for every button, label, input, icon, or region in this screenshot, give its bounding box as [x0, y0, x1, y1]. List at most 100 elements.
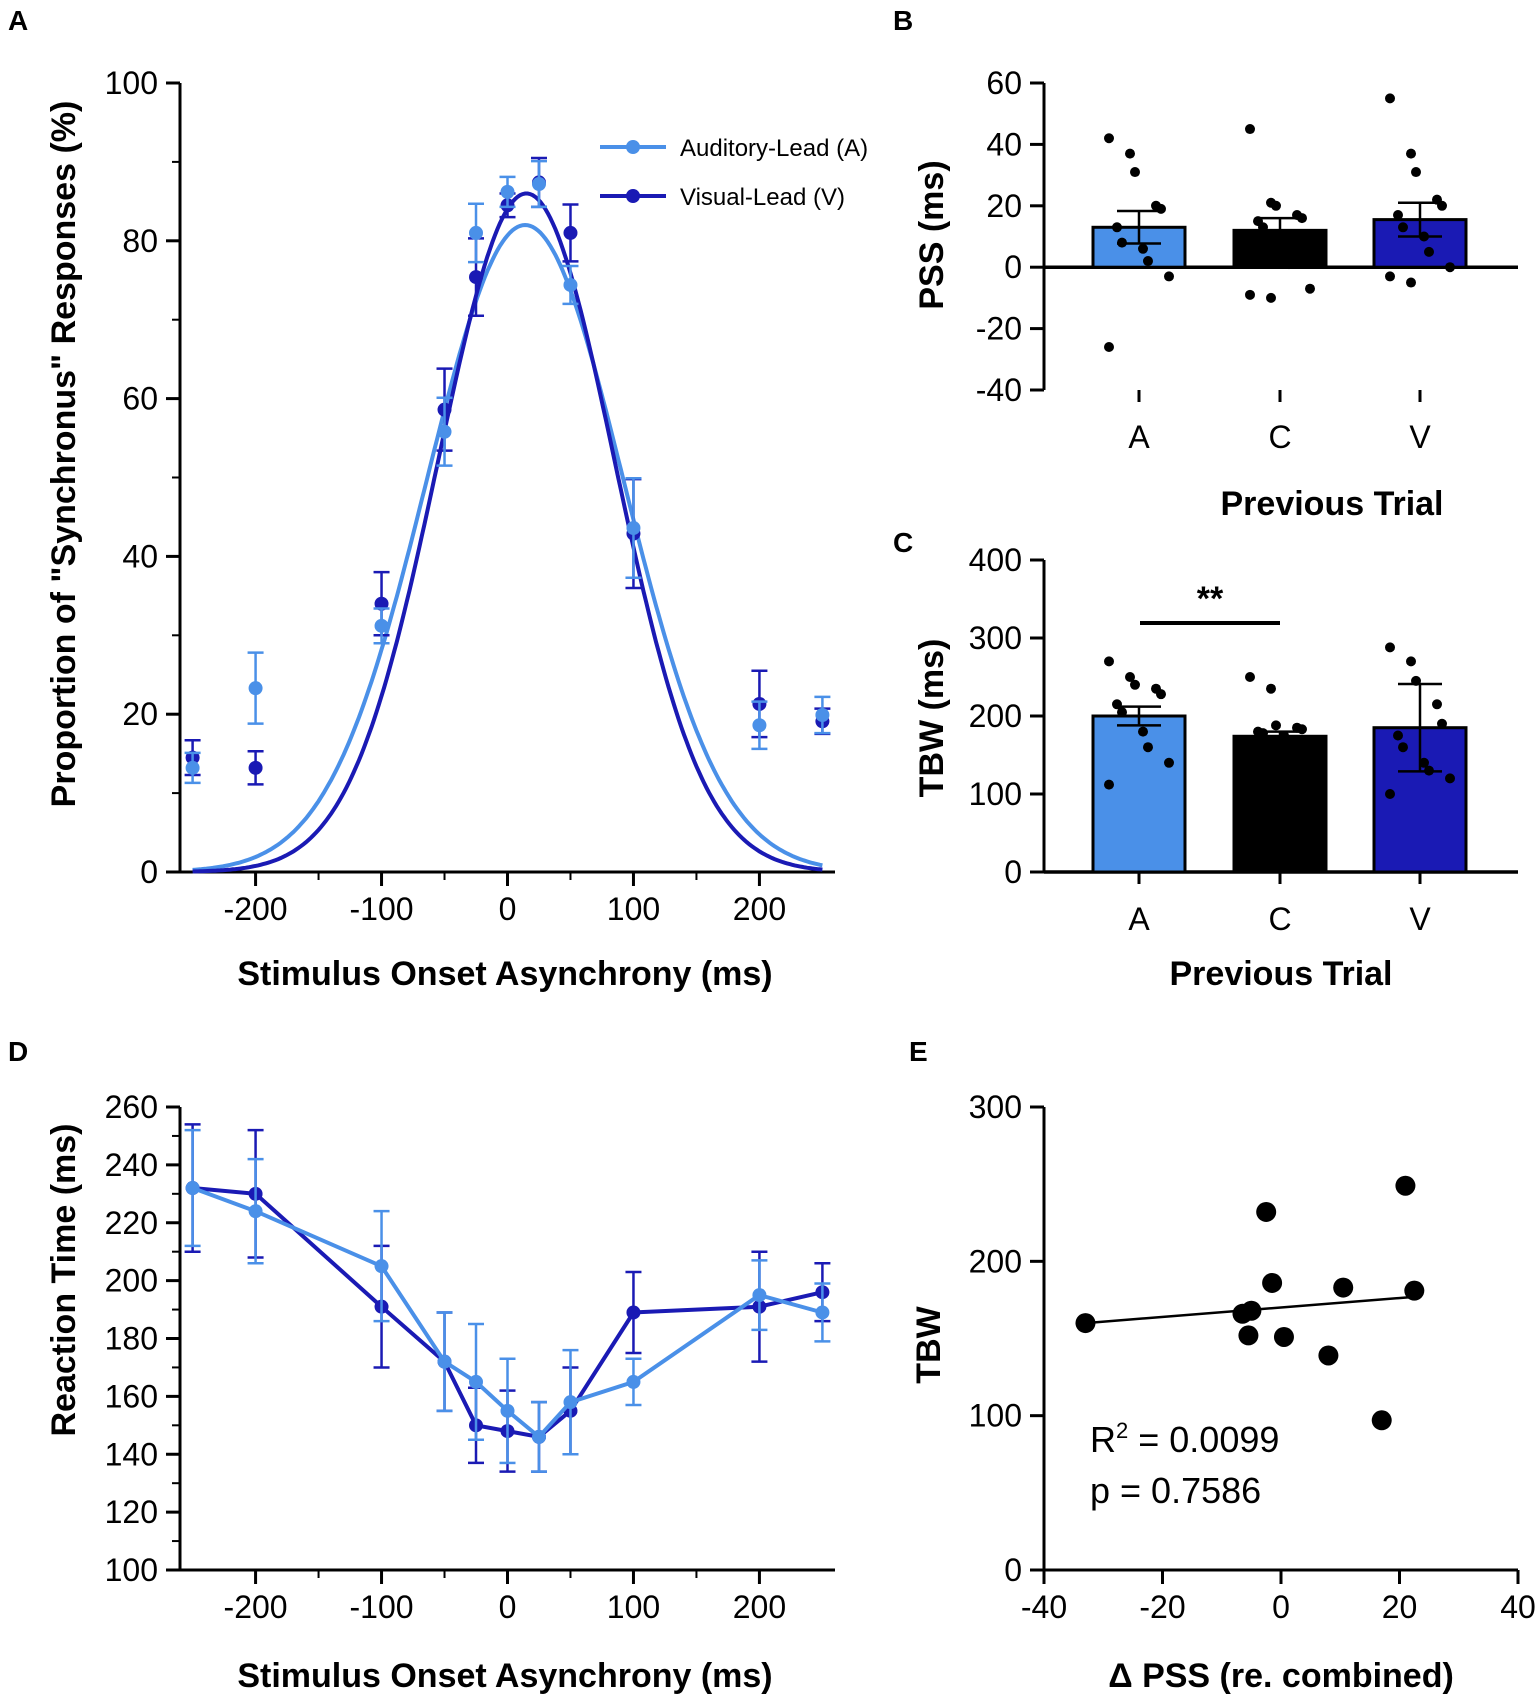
panel-c-participant-dot — [1138, 726, 1148, 737]
panel-b-participant-dot — [1104, 342, 1114, 353]
panel-c-participant-dot — [1393, 730, 1403, 741]
panel-d-y-axis-title: Reaction Time (ms) — [45, 1123, 83, 1436]
panel-d-y-tick-label: 140 — [105, 1436, 158, 1472]
panel-e-y-tick-label: 100 — [969, 1398, 1022, 1434]
panel-c-participant-dot — [1445, 773, 1455, 784]
panel-c-participant-dot — [1385, 789, 1395, 799]
r-squared-superscript: 2 — [1116, 1418, 1128, 1443]
panel-d-y-tick-label: 240 — [105, 1147, 158, 1183]
panel-c-significance-label: ** — [1197, 580, 1224, 618]
panel-b-participant-dot — [1245, 289, 1255, 300]
panel-d-x-tick-label: -100 — [350, 1589, 414, 1625]
panel-b-participant-dot — [1156, 203, 1166, 214]
panel-e-y-tick-label: 0 — [1004, 1552, 1022, 1588]
panel-a-data-point-auditory — [500, 184, 515, 199]
panel-b-participant-dot — [1245, 124, 1255, 135]
panel-b-participant-dot — [1406, 148, 1416, 159]
panel-e-x-tick-label: -20 — [1139, 1589, 1185, 1625]
panel-b-participant-dot — [1385, 93, 1395, 104]
panel-b-participant-dot — [1104, 133, 1114, 144]
panel-d-data-point-auditory — [531, 1429, 546, 1444]
panel-label-d: D — [8, 1036, 28, 1067]
panel-c-y-tick-label: 100 — [969, 776, 1022, 812]
panel-label-a: A — [8, 5, 28, 36]
panel-c-y-tick-label: 400 — [969, 542, 1022, 578]
panel-a-data-point-auditory — [469, 225, 484, 240]
panel-b-participant-dot — [1112, 222, 1122, 233]
panel-c-bar-c — [1232, 734, 1328, 874]
panel-a-data-point-auditory — [531, 176, 546, 191]
panel-b-participant-dot — [1406, 277, 1416, 288]
panel-b-participant-dot — [1130, 167, 1140, 178]
panel-d-data-point-auditory — [626, 1374, 641, 1389]
panel-a-x-tick-label: -100 — [350, 891, 414, 927]
panel-b-participant-dot — [1284, 259, 1294, 270]
panel-c-y-tick-label: 300 — [969, 620, 1022, 656]
panel-d-y-tick-label: 100 — [105, 1552, 158, 1588]
panel-a-fit-curve-visual — [192, 191, 823, 874]
panel-a-x-tick-label: -200 — [224, 891, 288, 927]
panel-a-data-point-auditory — [626, 520, 641, 535]
panel-e-y-tick-label: 200 — [969, 1243, 1022, 1279]
panel-d-data-point-auditory — [752, 1288, 767, 1303]
panel-e-data-point — [1273, 1326, 1294, 1347]
panel-c-participant-dot — [1130, 679, 1140, 690]
panel-b-participant-dot — [1266, 292, 1276, 303]
panel-c-participant-dot — [1398, 742, 1408, 753]
panel-b-participant-dot — [1164, 271, 1174, 282]
panel-b-y-tick-label: 60 — [986, 65, 1022, 101]
panel-e-x-tick-label: 20 — [1382, 1589, 1418, 1625]
panel-a-x-axis-title: Stimulus Onset Asynchrony (ms) — [237, 955, 772, 993]
panel-c-participant-dot — [1279, 730, 1289, 741]
panel-e-x-axis-title: Δ PSS (re. combined) — [1108, 1657, 1454, 1695]
panel-a-data-point-visual — [248, 760, 263, 775]
panel-a-y-tick-label: 100 — [105, 65, 158, 101]
panel-e-x-tick-label: 0 — [1272, 1589, 1290, 1625]
panel-c-participant-dot — [1245, 672, 1255, 682]
panel-d-data-point-auditory — [815, 1305, 830, 1320]
panel-d-data-point-auditory — [469, 1374, 484, 1389]
panel-e-y-tick-label: 300 — [969, 1089, 1022, 1125]
panel-label-e: E — [909, 1036, 928, 1067]
panel-e-data-point — [1238, 1325, 1259, 1346]
panel-c-participant-dot — [1104, 779, 1114, 790]
panel-e-data-point — [1256, 1201, 1277, 1222]
panel-label-c: C — [893, 527, 913, 558]
panel-c-participant-dot — [1125, 672, 1135, 682]
panel-d-data-point-auditory — [563, 1395, 578, 1410]
panel-b-participant-dot — [1138, 243, 1148, 254]
panel-c-participant-dot — [1437, 718, 1447, 729]
r-squared-prefix: R — [1090, 1419, 1116, 1460]
panel-c-participant-dot — [1385, 642, 1395, 653]
panel-e-r-squared: R2 = 0.0099 — [1090, 1418, 1279, 1460]
panel-c-tbw-bar-chart: Previous Trial TBW (ms) ** 0 100 200 300 400… — [913, 542, 1518, 993]
panel-c-participant-dot — [1164, 757, 1174, 768]
panel-c-participant-dot — [1143, 742, 1153, 753]
panel-c-participant-dot — [1104, 656, 1114, 667]
panel-c-bar-a — [1091, 714, 1187, 874]
panel-a-y-tick-label: 60 — [122, 381, 158, 417]
panel-d-y-tick-label: 200 — [105, 1263, 158, 1299]
panel-d-y-tick-label: 160 — [105, 1378, 158, 1414]
panel-b-participant-dot — [1143, 256, 1153, 267]
panel-e-data-point — [1333, 1277, 1354, 1298]
panel-a-data-point-auditory — [563, 277, 578, 292]
r-squared-value: = 0.0099 — [1128, 1419, 1279, 1460]
panel-a-x-tick-label: 100 — [607, 891, 660, 927]
panel-d-y-tick-label: 180 — [105, 1321, 158, 1357]
panel-e-data-point — [1241, 1300, 1262, 1321]
panel-b-participant-dot — [1393, 210, 1403, 221]
panel-b-participant-dot — [1445, 262, 1455, 273]
panel-a-data-point-auditory — [185, 760, 200, 775]
panel-e-y-axis-title: TBW — [910, 1305, 948, 1383]
panel-c-participant-dot — [1156, 689, 1166, 700]
panel-b-y-tick-label: 40 — [986, 126, 1022, 162]
panel-e-data-point — [1075, 1313, 1096, 1334]
panel-c-participant-dot — [1117, 707, 1127, 718]
panel-b-category-label: A — [1128, 419, 1150, 455]
panel-a-y-tick-label: 20 — [122, 696, 158, 732]
panel-a-x-tick-label: 200 — [733, 891, 786, 927]
panel-c-participant-dot — [1419, 757, 1429, 768]
legend-label-auditory: Auditory-Lead (A) — [680, 135, 868, 162]
